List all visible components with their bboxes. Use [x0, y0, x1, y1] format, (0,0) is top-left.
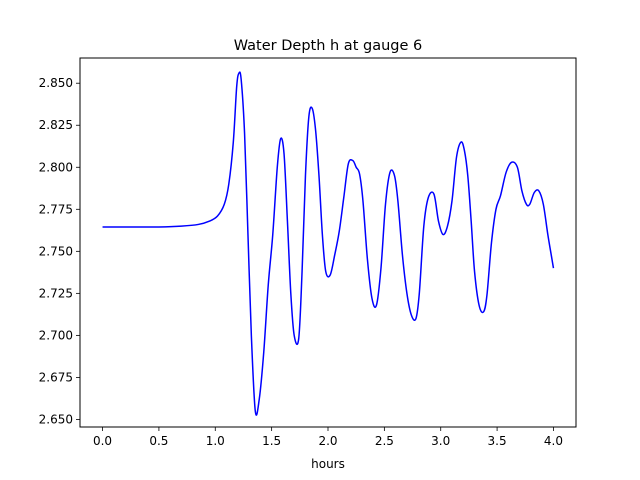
- y-tick-label: 2.850: [39, 76, 73, 90]
- y-axis: 2.650 2.675 2.700 2.725 2.750 2.775 2.800 2.825…: [39, 76, 80, 426]
- series-line-water-depth: [102, 71, 555, 416]
- x-tick-label: 3.5: [488, 434, 507, 448]
- x-tick-label: 0.0: [93, 434, 112, 448]
- x-tick-label: 2.0: [318, 434, 337, 448]
- y-tick-label: 2.725: [39, 286, 73, 300]
- x-tick-label: 4.0: [544, 434, 563, 448]
- x-tick-label: 2.5: [375, 434, 394, 448]
- y-tick-label: 2.800: [39, 160, 73, 174]
- y-tick-label: 2.775: [39, 202, 73, 216]
- y-tick-label: 2.650: [39, 412, 73, 426]
- plot-frame: [79, 57, 577, 428]
- x-tick-label: 1.5: [262, 434, 281, 448]
- x-axis: 0.0 0.5 1.0 1.5 2.0 2.5 3.0 3.5 4.0: [93, 427, 563, 448]
- plot-area: [102, 71, 555, 416]
- chart-title: Water Depth h at gauge 6: [234, 38, 422, 54]
- x-tick-label: 3.0: [431, 434, 450, 448]
- x-axis-label: hours: [311, 457, 345, 471]
- x-tick-label: 0.5: [149, 434, 168, 448]
- y-tick-label: 2.700: [39, 328, 73, 342]
- y-tick-label: 2.750: [39, 244, 73, 258]
- x-tick-label: 1.0: [206, 434, 225, 448]
- y-tick-label: 2.675: [39, 370, 73, 384]
- y-tick-label: 2.825: [39, 118, 73, 132]
